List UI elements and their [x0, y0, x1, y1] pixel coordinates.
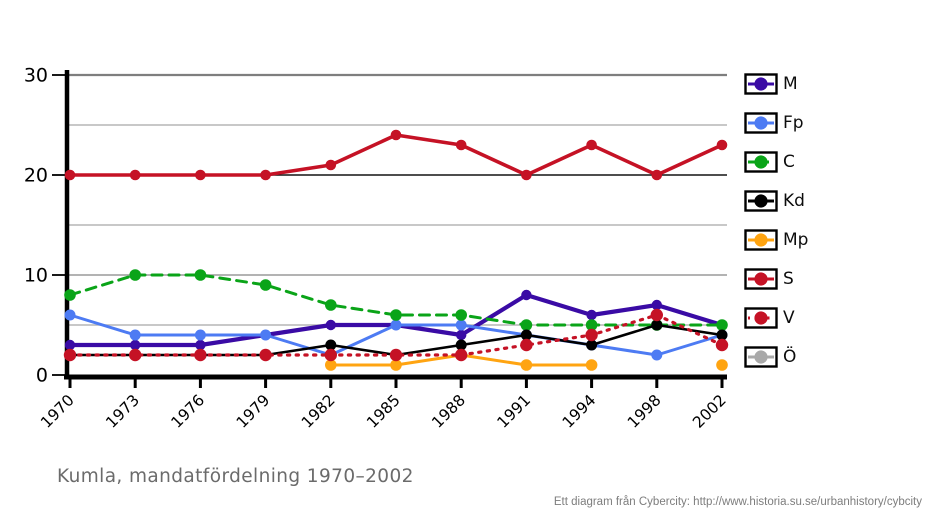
legend-label: C: [783, 152, 795, 172]
legend-swatch-Kd: [744, 190, 778, 212]
legend-swatch-Mp: [744, 229, 778, 251]
svg-text:1994: 1994: [559, 391, 600, 432]
legend-swatch-Fp: [744, 112, 778, 134]
legend-label: M: [783, 74, 798, 94]
gridlines: [67, 73, 727, 326]
legend-item-Mp: Mp: [744, 229, 808, 251]
legend-item-M: M: [744, 73, 808, 95]
y-axis: 0 10 20 30: [24, 65, 70, 387]
legend-label: S: [783, 269, 794, 289]
series-V: [63, 308, 729, 362]
legend: M Fp C Kd Mp S V Ö: [744, 73, 808, 368]
svg-text:1988: 1988: [428, 391, 469, 432]
legend-label: Mp: [783, 230, 809, 250]
svg-text:1976: 1976: [168, 391, 209, 432]
svg-text:20: 20: [24, 165, 48, 187]
svg-text:1998: 1998: [624, 391, 665, 432]
legend-label: Kd: [783, 191, 805, 211]
legend-label: Fp: [783, 113, 804, 133]
legend-item-Ö: Ö: [744, 346, 808, 368]
x-axis: 1970 1973 1976 1979 1982 1985 1988 1991 1994 1998…: [37, 374, 730, 432]
legend-swatch-S: [744, 268, 778, 290]
svg-text:30: 30: [24, 65, 48, 87]
legend-swatch-C: [744, 151, 778, 173]
svg-text:1973: 1973: [102, 391, 143, 432]
chart-title: Kumla, mandatfördelning 1970–2002: [57, 466, 414, 487]
svg-text:1985: 1985: [363, 391, 404, 432]
attribution-text: Ett diagram från Cybercity: http://www.h…: [553, 496, 922, 508]
svg-text:10: 10: [24, 265, 48, 287]
svg-text:1970: 1970: [37, 391, 78, 432]
legend-label: Ö: [783, 347, 797, 367]
legend-label: V: [783, 308, 795, 328]
legend-swatch-M: [744, 73, 778, 95]
legend-item-Kd: Kd: [744, 190, 808, 212]
legend-swatch-Ö: [744, 346, 778, 368]
svg-text:1991: 1991: [494, 391, 535, 432]
svg-text:0: 0: [36, 365, 48, 387]
legend-item-C: C: [744, 151, 808, 173]
legend-item-Fp: Fp: [744, 112, 808, 134]
line-chart: 0 10 20 30 1970 1973 1976 1979 1982 1985 1988 1991 1…: [24, 65, 730, 432]
legend-item-V: V: [744, 307, 808, 329]
svg-text:2002: 2002: [689, 391, 730, 432]
series-C: [64, 269, 728, 331]
svg-text:1982: 1982: [298, 391, 339, 432]
legend-swatch-V: [744, 307, 778, 329]
legend-item-S: S: [744, 268, 808, 290]
svg-text:1979: 1979: [233, 391, 274, 432]
series-S: [64, 129, 728, 181]
